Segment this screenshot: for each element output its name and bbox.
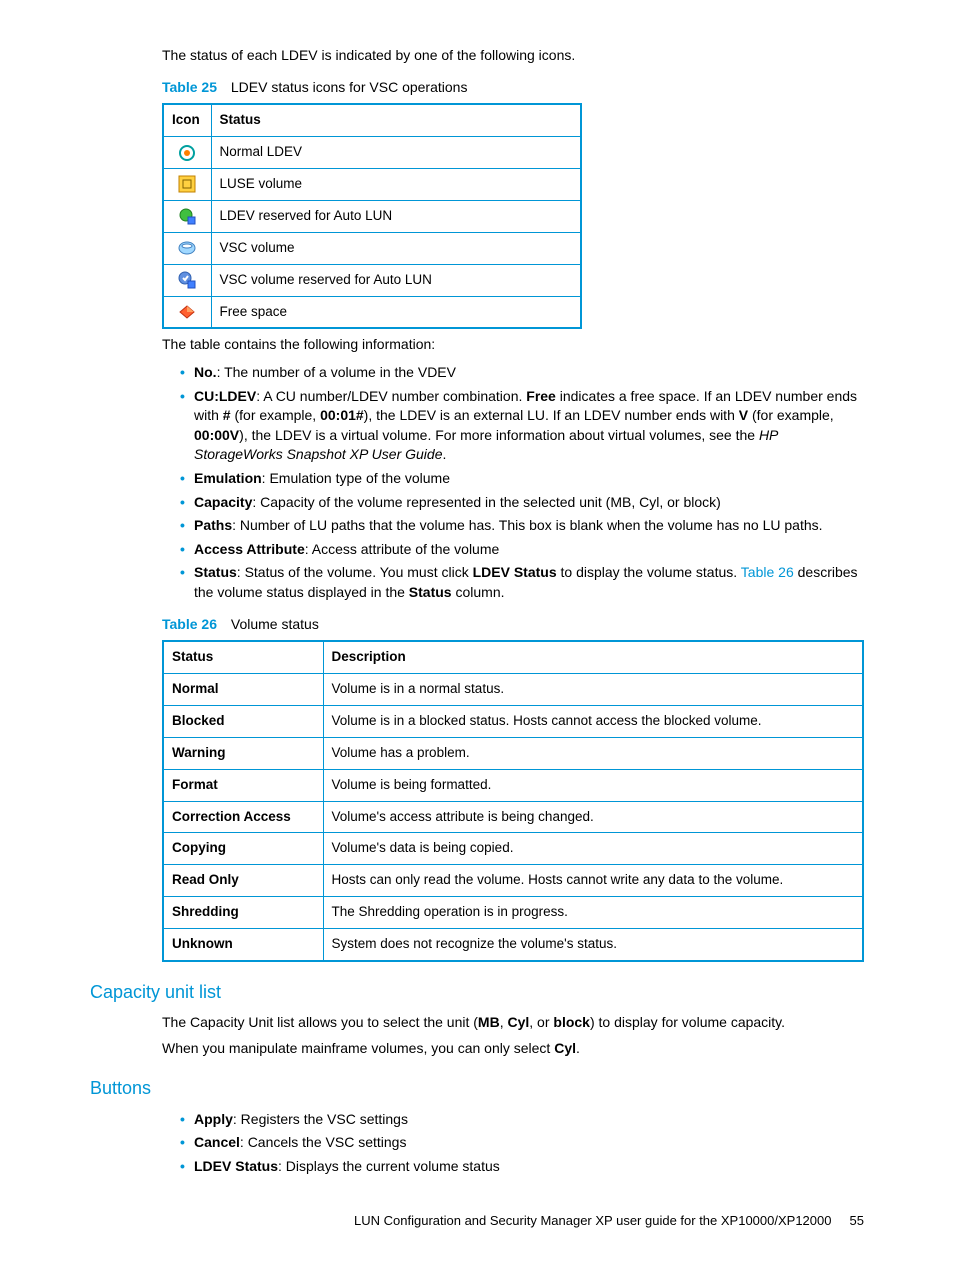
- table-row: UnknownSystem does not recognize the vol…: [163, 929, 863, 961]
- col-status: Status: [211, 104, 581, 136]
- table-row: Correction AccessVolume's access attribu…: [163, 801, 863, 833]
- info-culdev: CU:LDEV: A CU number/LDEV number combina…: [180, 387, 864, 465]
- capacity-p2: When you manipulate mainframe volumes, y…: [162, 1039, 864, 1059]
- info-no: No.: The number of a volume in the VDEV: [180, 363, 864, 383]
- col-icon: Icon: [163, 104, 211, 136]
- status-text: LUSE volume: [211, 168, 581, 200]
- col-description: Description: [323, 641, 863, 673]
- table26-title: Volume status: [231, 616, 319, 632]
- col-status: Status: [163, 641, 323, 673]
- table-row: VSC volume: [163, 232, 581, 264]
- table25-caption: Table 25 LDEV status icons for VSC opera…: [162, 78, 864, 98]
- info-status: Status: Status of the volume. You must c…: [180, 563, 864, 602]
- status-text: Free space: [211, 296, 581, 328]
- vsc-reserved-icon: [163, 264, 211, 296]
- table-info-intro: The table contains the following informa…: [162, 335, 864, 355]
- table26-link[interactable]: Table 26: [741, 564, 794, 580]
- info-capacity: Capacity: Capacity of the volume represe…: [180, 493, 864, 513]
- table-row: ShreddingThe Shredding operation is in p…: [163, 897, 863, 929]
- info-access: Access Attribute: Access attribute of th…: [180, 540, 864, 560]
- table-row: LDEV reserved for Auto LUN: [163, 200, 581, 232]
- table-row: LUSE volume: [163, 168, 581, 200]
- status-text: VSC volume: [211, 232, 581, 264]
- table25-title: LDEV status icons for VSC operations: [231, 79, 468, 95]
- table-row: Read OnlyHosts can only read the volume.…: [163, 865, 863, 897]
- page-number: 55: [850, 1213, 864, 1228]
- table-row: BlockedVolume is in a blocked status. Ho…: [163, 705, 863, 737]
- status-text: Normal LDEV: [211, 137, 581, 169]
- status-text: VSC volume reserved for Auto LUN: [211, 264, 581, 296]
- buttons-heading: Buttons: [90, 1076, 864, 1101]
- page-footer: LUN Configuration and Security Manager X…: [90, 1212, 864, 1230]
- ldev-reserved-icon: [163, 200, 211, 232]
- capacity-unit-heading: Capacity unit list: [90, 980, 864, 1005]
- intro-text: The status of each LDEV is indicated by …: [162, 46, 864, 66]
- free-space-icon: [163, 296, 211, 328]
- table-header-row: Status Description: [163, 641, 863, 673]
- footer-text: LUN Configuration and Security Manager X…: [354, 1213, 831, 1228]
- table-row: FormatVolume is being formatted.: [163, 769, 863, 801]
- table25: Icon Status Normal LDEV LUSE volume LDEV…: [162, 103, 582, 329]
- status-text: LDEV reserved for Auto LUN: [211, 200, 581, 232]
- table26-label: Table 26: [162, 616, 217, 632]
- normal-ldev-icon: [163, 137, 211, 169]
- capacity-p1: The Capacity Unit list allows you to sel…: [162, 1013, 864, 1033]
- info-emulation: Emulation: Emulation type of the volume: [180, 469, 864, 489]
- table25-label: Table 25: [162, 79, 217, 95]
- table-header-row: Icon Status: [163, 104, 581, 136]
- buttons-list: Apply: Registers the VSC settings Cancel…: [162, 1110, 864, 1177]
- table-row: CopyingVolume's data is being copied.: [163, 833, 863, 865]
- info-paths: Paths: Number of LU paths that the volum…: [180, 516, 864, 536]
- table-row: WarningVolume has a problem.: [163, 737, 863, 769]
- table-row: Free space: [163, 296, 581, 328]
- table-row: Normal LDEV: [163, 137, 581, 169]
- button-cancel: Cancel: Cancels the VSC settings: [180, 1133, 864, 1153]
- luse-volume-icon: [163, 168, 211, 200]
- button-ldev-status: LDEV Status: Displays the current volume…: [180, 1157, 864, 1177]
- table-row: NormalVolume is in a normal status.: [163, 674, 863, 706]
- table26-caption: Table 26 Volume status: [162, 615, 864, 635]
- vsc-volume-icon: [163, 232, 211, 264]
- table-row: VSC volume reserved for Auto LUN: [163, 264, 581, 296]
- table26: Status Description NormalVolume is in a …: [162, 640, 864, 962]
- button-apply: Apply: Registers the VSC settings: [180, 1110, 864, 1130]
- info-list: No.: The number of a volume in the VDEV …: [162, 363, 864, 603]
